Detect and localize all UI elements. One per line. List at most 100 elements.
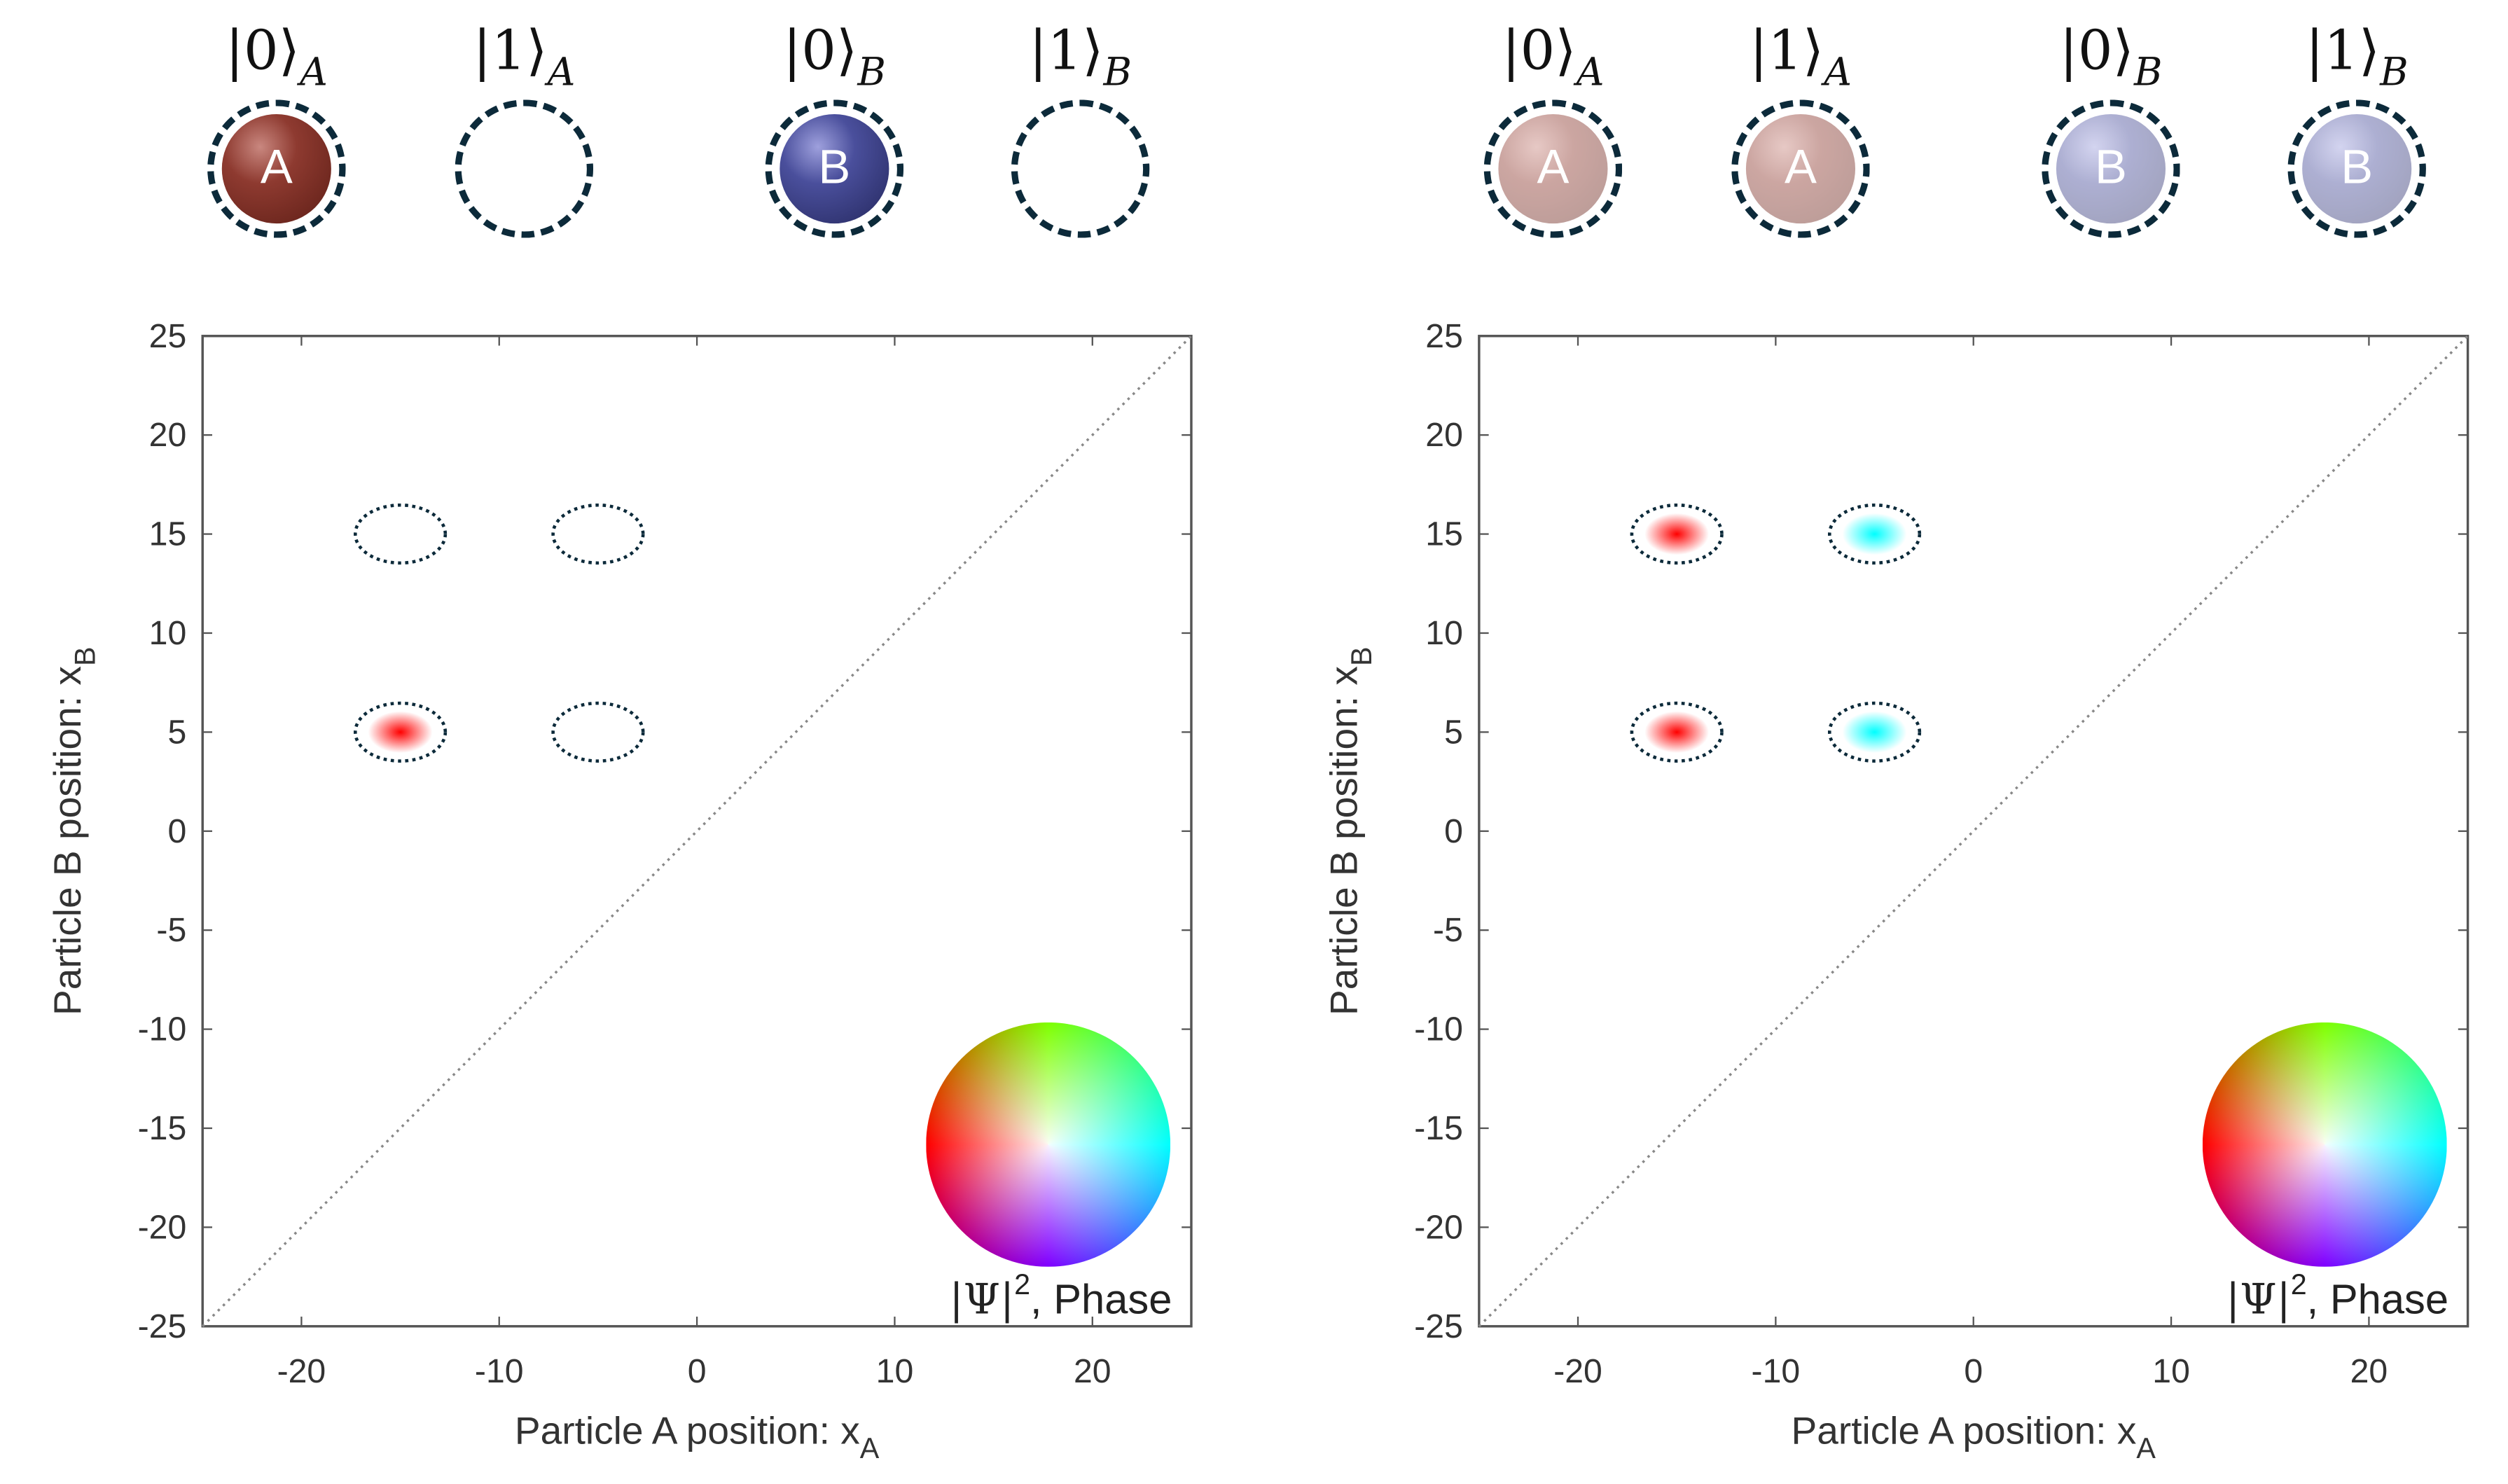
state-slot: A (207, 99, 346, 238)
dotted-region (1630, 701, 1724, 763)
probability-peak (368, 711, 433, 754)
ket-subscript: B (857, 50, 886, 95)
x-axis-label: Particle A position: xA (1791, 1408, 2156, 1464)
y-tick-label: 5 (1444, 713, 1463, 751)
y-axis-label-text: Particle B position: x (46, 666, 89, 1015)
y-tick-label: 10 (1425, 614, 1463, 652)
x-tick-label: 20 (1074, 1352, 1111, 1390)
particle-b-icon: B (780, 113, 889, 224)
state-label: |1⟩A (473, 20, 575, 95)
y-tick-label: -15 (138, 1109, 187, 1147)
x-axis-label-sub: A (2136, 1432, 2156, 1464)
dotted-region (1827, 701, 1922, 763)
dotted-region (1827, 503, 1922, 565)
ket: |0⟩ (225, 19, 300, 84)
probability-peak (1842, 513, 1907, 555)
x-tick-label: 10 (2152, 1352, 2190, 1390)
y-axis-label: Particle B position: xB (46, 647, 102, 1016)
dotted-region (1630, 503, 1724, 565)
probability-peak (1644, 711, 1710, 754)
legend-psi: |Ψ| (2226, 1275, 2291, 1324)
legend-suffix: , Phase (1030, 1275, 1172, 1322)
particle-b-icon: B (2302, 113, 2412, 224)
particle-b-icon: B (2056, 113, 2166, 224)
y-tick-label: 5 (167, 713, 186, 751)
probability-peak (1842, 711, 1907, 754)
diagonal-line (202, 335, 1193, 1328)
y-tick-label: -10 (138, 1011, 187, 1048)
state-slot: B (2042, 99, 2180, 238)
ket-subscript: B (2380, 50, 2409, 95)
y-axis-label-text: Particle B position: x (1322, 666, 1365, 1015)
y-tick-label: -5 (1433, 911, 1463, 949)
particle-a-icon: A (1745, 113, 1856, 224)
x-tick-label: -20 (277, 1352, 326, 1390)
dotted-region (354, 503, 448, 565)
y-tick-label: -20 (1414, 1208, 1463, 1246)
state-label: |0⟩A (226, 20, 328, 95)
phase-wheel-icon (2202, 1022, 2447, 1267)
ket-subscript: A (300, 50, 328, 95)
legend-label: |Ψ|2, Phase (950, 1268, 1172, 1324)
state-label: |1⟩B (1029, 20, 1132, 95)
y-tick-label: -15 (1414, 1109, 1463, 1147)
y-tick-label: -5 (156, 911, 186, 949)
ket: |1⟩ (473, 19, 548, 84)
probability-peak (1644, 513, 1710, 555)
y-tick-label: 15 (1425, 515, 1463, 553)
legend-sup: 2 (2291, 1268, 2307, 1301)
y-axis-label: Particle B position: xB (1322, 647, 1378, 1016)
state-slot: B (765, 99, 904, 238)
x-tick-label: -10 (1752, 1352, 1801, 1390)
ket: |0⟩ (782, 19, 858, 84)
y-tick-label: 25 (149, 317, 187, 355)
y-tick-label: 15 (149, 515, 187, 553)
state-label: |0⟩B (783, 20, 886, 95)
dotted-region (354, 701, 448, 763)
x-tick-label: -10 (475, 1352, 524, 1390)
x-axis-label: Particle A position: xA (515, 1408, 880, 1464)
state-label: |1⟩B (2306, 20, 2409, 95)
phase-wheel-icon (926, 1022, 1171, 1267)
y-tick-label: 25 (1425, 317, 1463, 355)
ket-subscript: B (2133, 50, 2163, 95)
diagonal-line (1478, 335, 2469, 1328)
phase-color-wheel (926, 1022, 1171, 1267)
y-axis-label-sub: B (1345, 647, 1378, 667)
ket: |1⟩ (1029, 19, 1104, 84)
state-label: |1⟩A (1750, 20, 1852, 95)
y-tick-label: 20 (149, 416, 187, 454)
state-label: |0⟩B (2060, 20, 2163, 95)
y-tick-label: -25 (138, 1308, 187, 1345)
ket-subscript: B (1103, 50, 1132, 95)
x-axis-label-text: Particle A position: x (515, 1408, 860, 1452)
phase-color-wheel (2202, 1022, 2447, 1267)
ket-subscript: A (1576, 50, 1605, 95)
x-tick-label: 0 (688, 1352, 707, 1390)
particle-a-icon: A (221, 113, 331, 224)
x-tick-label: -20 (1553, 1352, 1602, 1390)
legend-label: |Ψ|2, Phase (2226, 1268, 2448, 1324)
y-tick-label: -20 (138, 1208, 187, 1246)
y-tick-label: -25 (1414, 1308, 1463, 1345)
x-tick-label: 10 (876, 1352, 914, 1390)
y-axis-label-sub: B (69, 647, 101, 667)
dotted-region (551, 503, 645, 565)
ket: |1⟩ (2305, 19, 2381, 84)
ket-subscript: A (547, 50, 576, 95)
state-slot (455, 99, 594, 238)
state-slot (1011, 99, 1150, 238)
dotted-region (551, 701, 645, 763)
particle-a-icon: A (1498, 113, 1608, 224)
ket: |1⟩ (1749, 19, 1824, 84)
y-tick-label: 10 (149, 614, 187, 652)
x-tick-label: 0 (1964, 1352, 1983, 1390)
y-tick-label: 20 (1425, 416, 1463, 454)
x-axis-label-sub: A (860, 1432, 880, 1464)
legend-psi: |Ψ| (950, 1275, 1015, 1324)
y-tick-label: -10 (1414, 1011, 1463, 1048)
legend-suffix: , Phase (2307, 1275, 2448, 1322)
x-axis-label-text: Particle A position: x (1791, 1408, 2136, 1452)
